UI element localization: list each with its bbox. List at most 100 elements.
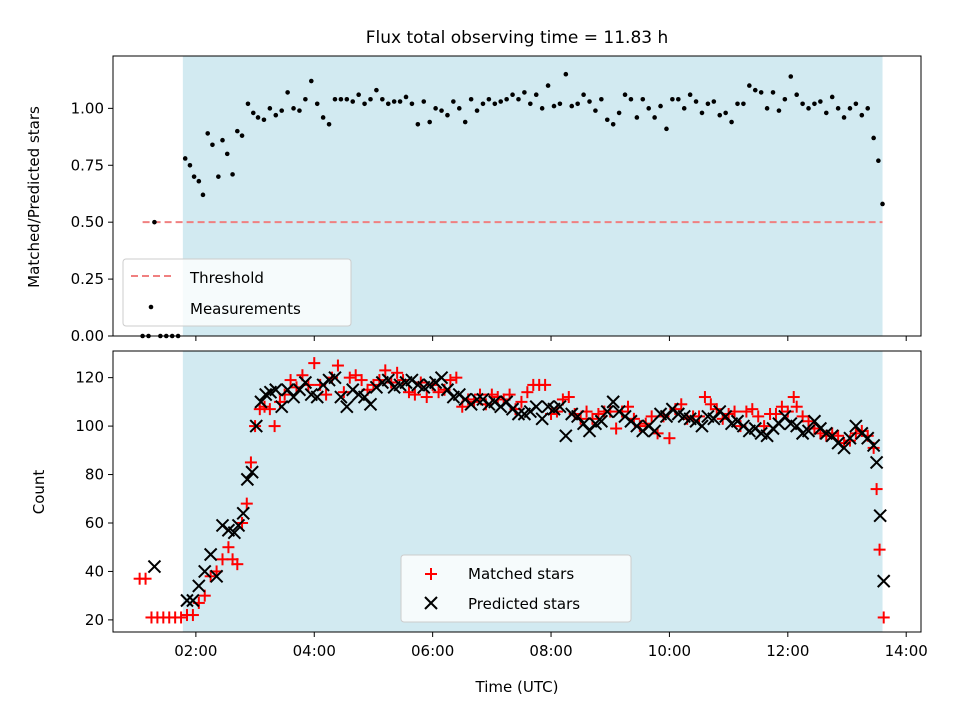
matched-star-point (746, 403, 759, 416)
matched-star-point (391, 366, 404, 379)
predicted-star-point (873, 509, 887, 523)
measurement-point (823, 110, 829, 116)
matched-star-point (740, 405, 753, 418)
predicted-legend-label: Predicted stars (468, 595, 580, 613)
measurement-point (587, 99, 592, 104)
predicted-star-point (877, 574, 891, 588)
measurement-point (853, 101, 859, 107)
measurement-point (451, 99, 456, 104)
measurement-point (196, 178, 202, 184)
y-tick-label: 0.25 (71, 270, 104, 288)
matched-star-point (420, 391, 433, 404)
predicted-star-point (249, 419, 263, 433)
measurement-point (729, 119, 734, 125)
matched-star-point (284, 374, 297, 387)
predicted-star-point (434, 370, 449, 385)
measurement-point (569, 103, 575, 109)
measurement-point (812, 101, 817, 107)
measurement-point (646, 106, 652, 111)
predicted-star-point (147, 559, 162, 574)
measurement-point (800, 101, 805, 107)
predicted-star-point (269, 383, 283, 397)
matched-star-point (139, 572, 152, 585)
measurement-point (356, 92, 361, 97)
measurement-point (658, 103, 663, 109)
x-tick-label: 02:00 (174, 642, 217, 660)
measurement-point (533, 92, 539, 97)
matched-star-point (244, 456, 257, 469)
measurement-point (427, 119, 432, 125)
ratio-y-axis-label: Matched/Predicted stars (25, 106, 43, 288)
predicted-star-point (553, 400, 567, 414)
y-tick-label: 80 (85, 466, 104, 484)
measurement-point (752, 87, 758, 93)
matched-star-point (343, 371, 356, 384)
x-tick-label: 06:00 (411, 642, 454, 660)
matched-star-point (802, 415, 815, 428)
y-tick-label: 0.50 (71, 213, 104, 231)
matched-star-point (781, 405, 794, 418)
measurement-point (794, 92, 799, 97)
matched-legend-swatch (425, 568, 437, 580)
measurement-point (880, 201, 885, 207)
matched-star-point (268, 420, 281, 433)
measurement-point (245, 101, 251, 107)
measurement-point (599, 96, 604, 102)
measurement-point (182, 156, 188, 161)
predicted-star-point (203, 547, 218, 562)
x-tick-label: 04:00 (293, 642, 336, 660)
measurement-point (687, 92, 693, 97)
measurement-point (220, 137, 225, 143)
measurement-point (522, 90, 527, 95)
measurement-point (776, 108, 782, 113)
measurement-point (770, 90, 776, 95)
matched-star-point (610, 422, 623, 435)
matched-star-point (320, 388, 333, 401)
axes-frame (112, 55, 922, 337)
matched-star-point (752, 410, 765, 423)
measurement-point (309, 78, 314, 84)
measurement-point (747, 83, 752, 88)
matched-star-point (693, 410, 706, 423)
measurement-point (664, 126, 669, 132)
measurement-point (362, 101, 367, 107)
matched-star-point (769, 407, 782, 420)
predicted-star-point (801, 424, 816, 438)
measurement-point (711, 99, 717, 104)
measurement-point (829, 94, 835, 100)
matched-star-point (645, 410, 658, 423)
measurement-point (622, 92, 628, 97)
predicted-star-point (227, 525, 242, 540)
matched-star-point (843, 434, 856, 447)
measurement-point (344, 96, 350, 102)
matched-star-point (331, 359, 344, 372)
measurement-point (652, 115, 657, 120)
measurement-point (818, 99, 823, 104)
y-tick-label: 100 (75, 417, 104, 435)
predicted-star-point (209, 569, 224, 583)
measurement-point (433, 106, 438, 111)
measurement-point (563, 71, 569, 77)
matched-star-point (432, 386, 445, 399)
count-legend: Matched stars Predicted stars (400, 554, 632, 623)
matched-star-point (873, 543, 886, 556)
measurement-point (456, 106, 462, 111)
measurement-point (191, 174, 197, 179)
measurement-point (616, 110, 622, 116)
matched-star-point (539, 378, 552, 391)
measurement-point (297, 108, 302, 113)
measurement-point (291, 106, 296, 111)
predicted-star-point (274, 400, 289, 414)
measurement-point (409, 101, 415, 107)
measurement-point (480, 101, 486, 107)
measurement-point (699, 110, 705, 116)
measurement-point (250, 110, 256, 116)
measurement-point (320, 115, 326, 120)
predicted-star-point (535, 412, 549, 426)
measurement-point (634, 115, 640, 120)
measurement-point (717, 112, 723, 118)
axes-frame (112, 350, 922, 633)
measurement-point (859, 112, 865, 118)
measurement-point (640, 96, 646, 102)
